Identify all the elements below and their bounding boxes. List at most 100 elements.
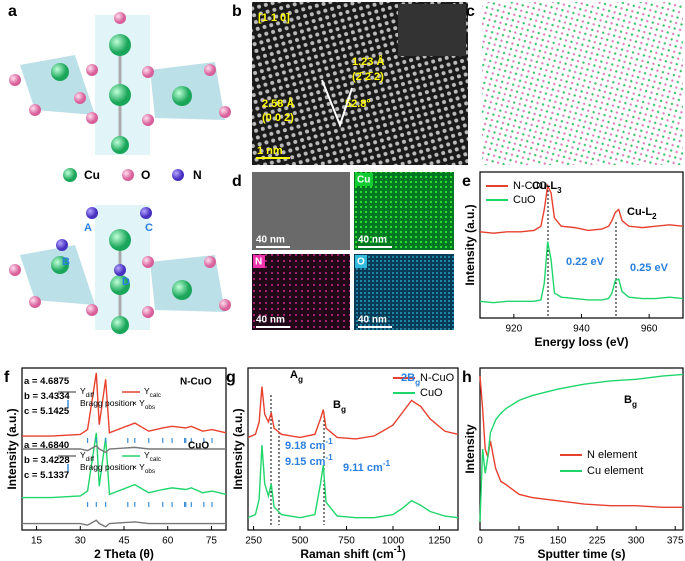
legend-label: N element [587,449,637,461]
x-tick-label: 15 [31,536,43,547]
text-part: b = 3.4334 [24,391,70,402]
legend-text: O [141,168,150,182]
text-part: -1 [325,437,333,446]
annotation: c = 5.1337 [24,470,69,481]
annotation: 9.11 cm-1 [343,459,391,474]
x-tick-label: 750 [338,536,355,547]
plot-frame [479,171,684,319]
text-part: a = 4.6875 [24,376,70,387]
text-part: obs [145,404,155,411]
x-tick-label: 250 [245,536,262,547]
scale-label: 40 nm [256,235,285,246]
annotation: Bg [624,394,637,409]
legend-o [122,169,134,181]
text-part: Y [144,450,150,460]
text-part: Y [144,386,150,396]
x-tick-label: 150 [550,536,567,547]
text-part: Raman shift (cm [300,547,393,561]
annotation: a = 4.6875 [24,376,70,387]
legend-n [172,169,184,181]
x-tick-label: 1000 [382,536,405,547]
legend-text: N [193,168,202,182]
legend-label: N-CuO [513,180,548,192]
annotation: c = 5.1425 [24,406,70,417]
annotation: b = 3.4228 [24,455,70,466]
text-part: B [624,394,632,406]
legend-label: CuO [420,387,443,399]
lattice-model [482,2,683,165]
annotation: Sputter time (s) [537,547,625,561]
text-part: A [290,369,298,381]
d-spacing: 2.58 Å [262,97,294,110]
annotation: Intensity (a.u.) [463,204,477,285]
text-part: B [333,399,341,411]
angle-lines [321,79,353,128]
annotation: 0.22 eV [566,256,605,268]
annotation: b = 3.4334 [24,391,70,402]
annotation: Bragg position [80,398,135,408]
text-part: 2B [401,372,415,384]
series-line [22,432,227,499]
scale-label: 40 nm [256,315,285,326]
text-part: Cu-L [627,206,652,218]
x-tick-label: 225 [589,536,606,547]
annotation: × Yobs [132,398,155,411]
x-tick-label: 75 [513,536,525,547]
x-tick-label: 940 [573,324,590,335]
site-label: B [62,256,70,268]
annotation: Bragg position [80,462,135,472]
site-label: D [122,276,130,288]
text-part: 0.22 eV [566,256,605,268]
plane: (2̄ 2̄ 2) [352,71,384,83]
angle: 52.8° [345,98,371,110]
text-part: -1 [325,453,333,462]
text-part: × Y [132,462,145,472]
zone-axis: [1 1 0] [258,12,290,24]
x-tick-label: 60 [162,536,174,547]
text-part: Y [80,450,86,460]
scale-label: 40 nm [358,235,387,246]
plot-frame [247,367,459,531]
panel-label: d [232,173,242,190]
text-part: Bragg position [80,462,135,472]
annotation: Bg [333,399,346,414]
x-tick-label: 1250 [428,536,451,547]
legend-cu [63,168,77,182]
d-spacing: 1.23 Å [352,55,384,68]
legend-label: CuO [513,194,536,206]
x-tick-label: 45 [118,536,130,547]
annotation: a = 4.6840 [24,440,69,451]
annotation: × Yobs [132,462,155,475]
site-label: A [84,222,92,234]
series-line [247,445,459,519]
text-part: 0.25 eV [630,262,669,274]
text-part: 9.18 cm [285,440,326,452]
annotation: 9.18 cm-1 [285,437,333,452]
text-part: 9.11 cm [343,462,383,474]
tag [355,173,373,186]
text-part: g [632,400,637,409]
text-part: -1 [383,459,391,468]
annotation: Ycalc [144,450,162,463]
series-line [479,183,684,234]
map-tile [252,254,350,330]
tag [355,255,367,268]
panel-label: g [226,369,236,386]
structure-top [9,12,231,155]
panel-label: b [232,3,242,20]
x-tick-label: 960 [641,324,658,335]
series-line [479,241,684,304]
annotation: Ydiff [80,450,94,463]
series-line [22,444,226,454]
annotation: Cu-L3 [532,180,562,195]
text-part: g [298,375,303,384]
annotation: 9.15 cm-1 [285,453,333,468]
text-part: Y [80,386,86,396]
annotation: Ag [290,369,303,384]
annotation: Intensity (a.u.) [231,408,245,489]
series-line [479,376,683,509]
x-tick-label: 500 [292,536,309,547]
text-part: × Y [132,398,145,408]
tag [253,255,265,268]
